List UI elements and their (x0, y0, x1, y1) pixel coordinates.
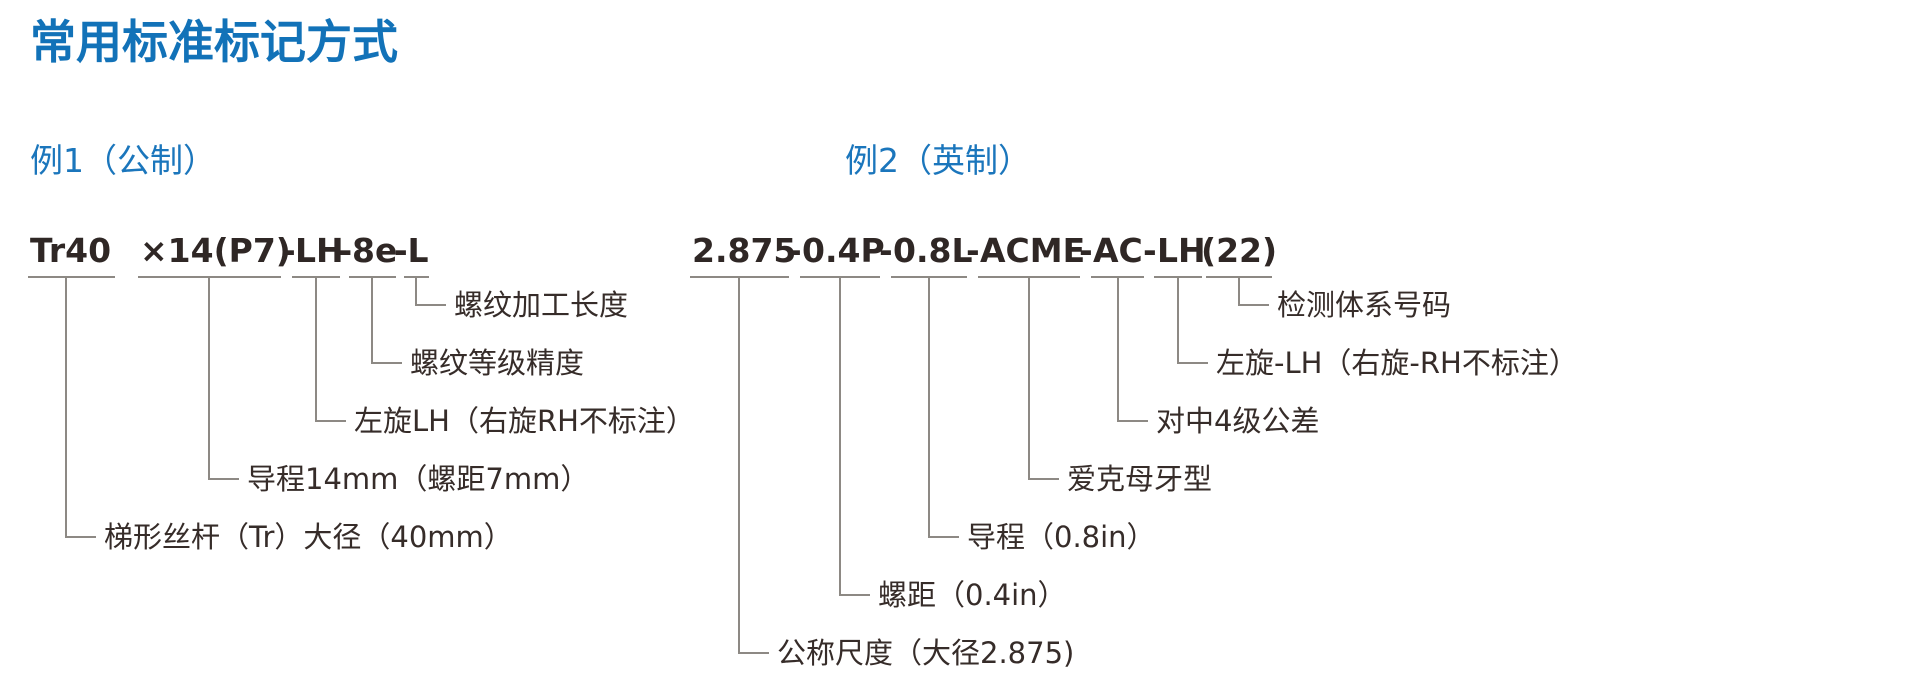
example2-code-segment-lh: LH (1157, 231, 1206, 270)
example1-connectors (65, 277, 446, 538)
example2-label-inspection-number: 检测体系号码 (1277, 288, 1451, 322)
example2-code-segment-ac: AC (1093, 231, 1143, 270)
example2-code-sep-5: - (1143, 231, 1157, 270)
example1-code: Tr40 ×14(P7) - LH - 8e - L (30, 231, 429, 270)
example1-code-segment-8e: 8e (352, 231, 397, 270)
example1-code-segment-lh: LH (295, 231, 344, 270)
example2-code: 2.875 - 0.4P - 0.8L - ACME - AC - LH (22… (692, 231, 1277, 270)
example1-labels: 螺纹加工长度 螺纹等级精度 左旋LH（右旋RH不标注） 导程14mm（螺距7mm… (104, 288, 695, 554)
example2-code-segment-04p: 0.4P (802, 231, 885, 270)
example1-code-sep-1: - (282, 231, 296, 270)
example2-label-nominal-size: 公称尺度（大径2.875) (777, 636, 1074, 670)
example2-code-sep-1: - (788, 231, 802, 270)
example2-label-acme-form: 爱克母牙型 (1067, 462, 1212, 496)
example1-label-thread-length: 螺纹加工长度 (454, 288, 628, 322)
example2-labels: 检测体系号码 左旋-LH（右旋-RH不标注） 对中4级公差 爱克母牙型 导程（0… (777, 288, 1578, 670)
example2-label-lead: 导程（0.8in） (967, 520, 1156, 554)
page-title: 常用标准标记方式 (30, 15, 398, 69)
example2-code-sep-3: - (966, 231, 980, 270)
example2-connectors (738, 277, 1269, 654)
example2-code-segment-acme: ACME (980, 231, 1085, 270)
example2-heading: 例2（英制） (845, 141, 1031, 180)
example1-label-major-diameter: 梯形丝杆（Tr）大径（40mm） (104, 520, 513, 554)
example2-code-sep-2: - (879, 231, 893, 270)
example1-code-segment-tr40: Tr40 (30, 231, 111, 270)
example1-code-segment-l: L (408, 231, 429, 270)
example2-code-segment-08l: 0.8L (893, 231, 973, 270)
example2-code-segment-22: (22) (1201, 231, 1277, 270)
example2-code-sep-4: - (1079, 231, 1093, 270)
example1-code-sep-3: - (394, 231, 408, 270)
example2-code-segment-2875: 2.875 (692, 231, 796, 270)
example1-heading: 例1（公制） (30, 141, 216, 180)
example1-code-sep-2: - (339, 231, 353, 270)
example2-label-centering-tolerance: 对中4级公差 (1156, 404, 1319, 438)
example2-label-pitch: 螺距（0.4in） (878, 578, 1067, 612)
example2-label-left-hand: 左旋-LH（右旋-RH不标注） (1216, 346, 1578, 380)
example1-code-segment-lead: ×14(P7) (140, 231, 291, 270)
example1-label-lead: 导程14mm（螺距7mm） (247, 462, 589, 496)
example1-label-left-hand: 左旋LH（右旋RH不标注） (354, 404, 695, 438)
example1-label-grade-precision: 螺纹等级精度 (410, 346, 584, 380)
